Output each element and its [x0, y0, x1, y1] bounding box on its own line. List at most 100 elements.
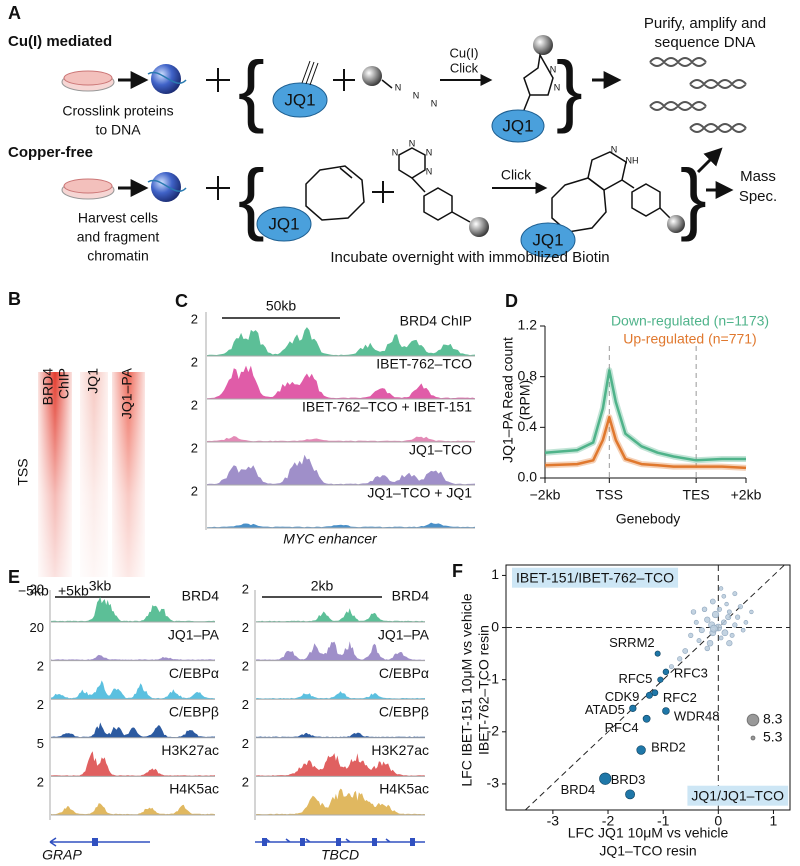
track-scale: 2: [191, 354, 198, 369]
gene-exon: [372, 838, 377, 846]
y-tick-label: 0: [491, 618, 499, 634]
highlight-point: [662, 668, 670, 676]
size-legend-label: 8.3: [763, 711, 783, 727]
track-label: JQ1–PA: [168, 626, 220, 642]
point-label: BRD3: [611, 772, 646, 787]
scatter-point: [677, 656, 683, 662]
track-scale: 2: [191, 311, 198, 326]
scatter-point: [710, 624, 718, 633]
atom: NH: [626, 155, 639, 165]
x-tick-label: +2kb: [731, 487, 762, 503]
scale-bar-label: 50kb: [266, 298, 297, 314]
track-label: BRD4: [392, 588, 430, 604]
signal-track: [256, 732, 425, 738]
svg-text:}: }: [556, 45, 583, 134]
point-label: ATAD5: [585, 702, 625, 717]
track-scale: 2: [37, 659, 44, 674]
mass-spec: Spec.: [739, 188, 777, 205]
point-label: RFC5: [618, 671, 652, 686]
x-tick-label: -1: [657, 813, 670, 829]
scatter-point: [732, 622, 738, 628]
scatter-point: [688, 632, 694, 638]
signal-track: [51, 654, 215, 661]
highlight-point: [654, 650, 661, 657]
y-tick-label: 0.8: [518, 367, 538, 383]
scatter-point: [668, 664, 674, 670]
point-label: WDR48: [674, 708, 720, 723]
atom: N: [554, 82, 561, 92]
scatter-point: [706, 639, 714, 647]
gene-name: GRAP: [42, 847, 82, 863]
signal-track: [51, 722, 215, 738]
highlight-point: [629, 704, 637, 712]
track-scale: 2: [242, 659, 249, 674]
mass-spec: Mass: [740, 168, 776, 185]
gene-name: TBCD: [321, 847, 359, 863]
track-scale: 2: [191, 483, 198, 498]
signal-track: [207, 436, 475, 442]
column-label: ChIP: [56, 368, 72, 399]
x-tick-label: −2kb: [530, 487, 561, 503]
track-scale: 20: [30, 620, 44, 635]
track-scale: 2: [37, 774, 44, 789]
track-label: H3K27ac: [371, 742, 429, 758]
scatter-point: [709, 598, 716, 605]
svg-text:{: {: [238, 45, 265, 134]
x-tick-label: 1: [770, 813, 778, 829]
dynamic-layer: A B C D E F Cu(I) mediated Crosslink proteins to…: [8, 3, 791, 863]
track-label: C/EBPβ: [379, 704, 429, 720]
scatter-point: [729, 632, 735, 638]
row-label: TSS: [15, 458, 31, 485]
track-label: BRD4 ChIP: [400, 313, 472, 329]
signal-track: [51, 803, 215, 815]
scatter-point: [721, 629, 729, 637]
panel-label: D: [505, 291, 518, 311]
track-label: C/EBPα: [379, 665, 429, 681]
highlight-point: [657, 676, 664, 683]
incubate-text: Incubate overnight with immobilized Biot…: [330, 249, 609, 266]
svg-text:{: {: [238, 153, 265, 242]
panel-label: B: [8, 289, 21, 309]
size-legend-label: 5.3: [763, 729, 783, 745]
signal-track: [207, 454, 475, 485]
scale-bar-label: 3kb: [89, 578, 112, 594]
caption: chromatin: [87, 248, 148, 264]
annotation: JQ1/JQ1–TCO: [691, 788, 784, 804]
scatter-point: [726, 640, 733, 647]
signal-track: [207, 327, 475, 356]
atom: N: [413, 90, 420, 100]
series-line: [544, 415, 747, 470]
scatter-point: [718, 635, 724, 641]
gene-exon: [410, 838, 415, 846]
y-tick-label: -3: [487, 775, 500, 791]
scatter-point: [696, 638, 702, 644]
gene-exon: [92, 838, 98, 846]
scatter-point: [716, 606, 722, 612]
panel-label: E: [8, 567, 20, 587]
reaction-label: Click: [450, 60, 479, 75]
series-line: [544, 369, 746, 462]
scatter-point: [704, 616, 711, 623]
point-label: RFC3: [674, 665, 708, 680]
track-scale: 2: [242, 581, 249, 596]
x-axis-label: LFC JQ1 10μM vs vehicle: [568, 825, 729, 841]
highlight-point: [625, 789, 635, 800]
scatter-point: [732, 591, 738, 597]
jq1-label: JQ1: [532, 230, 563, 249]
highlight-point: [642, 714, 651, 723]
scatter-point: [740, 627, 746, 633]
scatter-point: [693, 619, 699, 625]
track-scale: 2: [242, 620, 249, 635]
jq1-label: JQ1: [502, 116, 533, 135]
signal-track: [256, 608, 425, 622]
point-label: CDK9: [605, 689, 640, 704]
purify-text: sequence DNA: [655, 34, 756, 51]
track-label: JQ1–TCO: [409, 442, 472, 458]
point-label: BRD2: [651, 739, 686, 754]
size-legend-mark: [746, 713, 760, 727]
signal-track: [207, 365, 475, 399]
scatter-point: [737, 604, 743, 610]
scatter-point: [724, 601, 729, 607]
svg-text:}: }: [680, 153, 707, 242]
gene-model: [49, 837, 150, 847]
